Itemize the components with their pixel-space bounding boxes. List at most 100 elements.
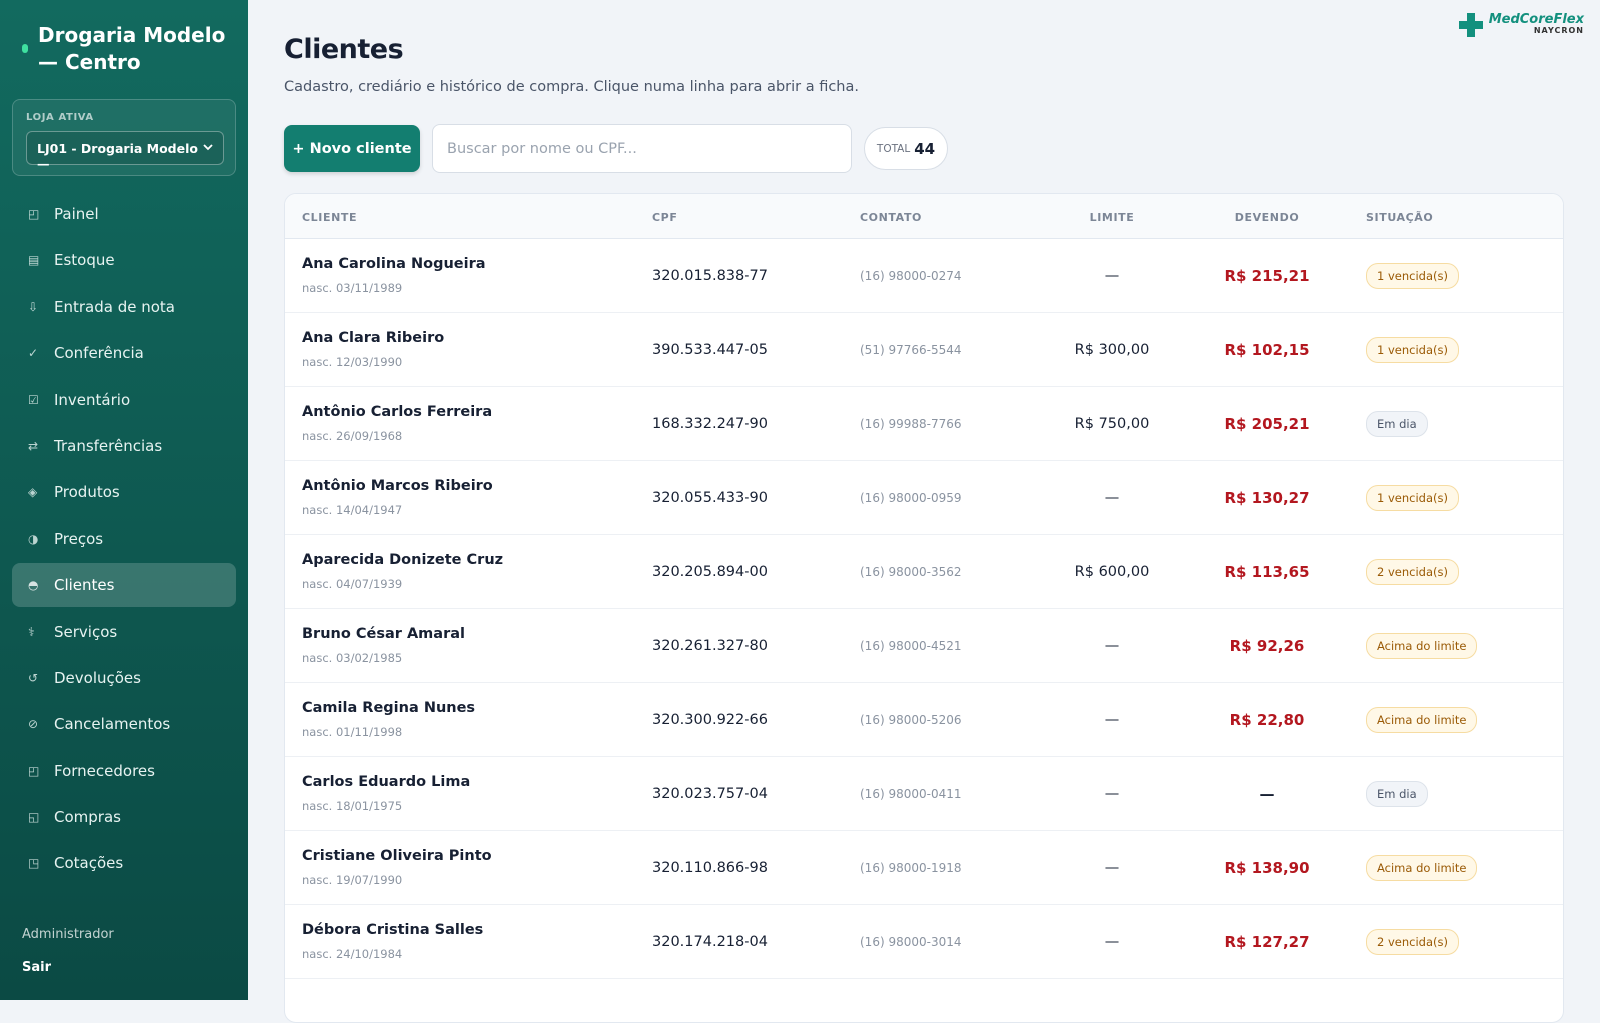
client-name: Aparecida Donizete Cruz: [302, 552, 504, 568]
cpf: 168.332.247-90: [652, 416, 768, 432]
column-header: SITUAÇÃO: [1366, 211, 1434, 224]
client-name: Antônio Marcos Ribeiro: [302, 478, 493, 494]
owed: R$ 102,15: [1224, 341, 1310, 359]
table-row[interactable]: Ana Carolina Nogueira nasc. 03/11/1989 320…: [285, 239, 1563, 313]
status-badge: Em dia: [1366, 411, 1428, 437]
nav-icon: ⇩: [28, 299, 39, 314]
contact: (16) 98000-0411: [860, 787, 962, 801]
logo-name: MedCoreFlex: [1488, 11, 1584, 27]
client-name: Antônio Carlos Ferreira: [302, 404, 493, 420]
owed: R$ 92,26: [1229, 637, 1305, 655]
birth-date: nasc. 01/11/1998: [302, 725, 403, 739]
logout[interactable]: Sair: [22, 960, 52, 975]
nav-item[interactable]: ✓ Conferência: [12, 331, 236, 375]
cpf: 320.110.866-98: [652, 860, 768, 876]
status-badge: 2 vencida(s): [1366, 929, 1459, 955]
table-row[interactable]: Débora Cristina Salles nasc. 24/10/1984 32…: [285, 905, 1563, 979]
page-title: Clientes: [284, 34, 404, 65]
cpf: 320.261.327-80: [652, 638, 768, 654]
limit: R$ 600,00: [1074, 564, 1150, 580]
client-name: Débora Cristina Salles: [302, 922, 484, 938]
nav-label: Cotações: [54, 854, 124, 873]
total-label: TOTAL: [876, 142, 911, 155]
nav-icon: ✓: [28, 346, 39, 361]
nav-icon: ◰: [28, 207, 40, 221]
nav-label: Serviços: [54, 622, 118, 641]
table-row[interactable]: Bruno César Amaral nasc. 03/02/1985 320.26…: [285, 609, 1563, 683]
nav-label: Transferências: [54, 436, 163, 455]
table-header: CLIENTE CPF CONTATO LIMITE DEVENDO SITUAÇÃO: [285, 194, 1563, 239]
nav-label: Conferência: [54, 344, 144, 363]
client-name: Camila Regina Nunes: [302, 700, 476, 716]
nav-item[interactable]: ◓ Clientes: [12, 563, 236, 608]
nav-item[interactable]: ◈ Produtos: [12, 470, 236, 514]
nav-label: Compras: [54, 808, 121, 827]
nav-icon: ⇄: [28, 438, 39, 453]
nav-icon: ☑: [28, 392, 39, 407]
limit: R$ 300,00: [1074, 342, 1150, 358]
cpf: 320.300.922-66: [652, 712, 768, 728]
status-badge: Acima do limite: [1366, 707, 1478, 733]
limit: —: [1104, 786, 1120, 802]
nav-label: Cancelamentos: [54, 715, 171, 734]
total-value: 44: [914, 139, 936, 158]
owed: R$ 215,21: [1224, 267, 1310, 285]
contact: (16) 98000-5206: [860, 713, 962, 727]
birth-date: nasc. 04/07/1939: [302, 577, 403, 591]
status-badge: Acima do limite: [1366, 633, 1478, 659]
nav-icon: ⚕: [28, 624, 35, 639]
limit: —: [1104, 860, 1120, 876]
nav-icon: ◱: [28, 810, 40, 825]
table-row[interactable]: Camila Regina Nunes nasc. 01/11/1998 320.3…: [285, 683, 1563, 757]
birth-date: nasc. 12/03/1990: [302, 355, 403, 369]
contact: (16) 98000-4521: [860, 639, 962, 653]
store-value: LJ01 - Drogaria Modelo —: [37, 141, 198, 171]
nav-icon: ⊘: [28, 717, 39, 732]
nav-item[interactable]: ☑ Inventário: [12, 378, 236, 422]
column-header: DEVENDO: [1234, 211, 1300, 224]
table-row[interactable]: Cristiane Oliveira Pinto nasc. 19/07/1990…: [285, 831, 1563, 905]
client-name: Ana Clara Ribeiro: [302, 330, 445, 346]
total-badge: TOTAL 44: [864, 127, 948, 170]
main: MedCoreFlex NAYCRON Clientes Cadastro, cr…: [248, 0, 1600, 1023]
cpf: 390.533.447-05: [652, 342, 768, 358]
table-row[interactable]: Ana Clara Ribeiro nasc. 12/03/1990 390.533…: [285, 313, 1563, 387]
table-row[interactable]: Antônio Carlos Ferreira nasc. 26/09/1968 1…: [285, 387, 1563, 461]
contact: (51) 97766-5544: [860, 343, 962, 357]
cpf: 320.023.757-04: [652, 786, 768, 802]
owed: R$ 205,21: [1224, 415, 1310, 433]
store-select[interactable]: LJ01 - Drogaria Modelo —: [26, 131, 224, 171]
nav-item[interactable]: ▤ Estoque: [12, 238, 236, 282]
status-dot: [22, 44, 28, 53]
owed: R$ 138,90: [1224, 859, 1310, 877]
table-row[interactable]: Antônio Marcos Ribeiro nasc. 14/04/1947 32…: [285, 461, 1563, 535]
status-badge: 2 vencida(s): [1366, 559, 1459, 585]
search-input[interactable]: [432, 124, 852, 173]
birth-date: nasc. 03/02/1985: [302, 651, 403, 665]
nav-item[interactable]: ◱ Compras: [12, 795, 236, 839]
contact: (16) 98000-3014: [860, 935, 962, 949]
table-row[interactable]: Carlos Eduardo Lima nasc. 18/01/1975 320.0…: [285, 757, 1563, 831]
nav-item[interactable]: ↺ Devoluções: [12, 656, 236, 700]
nav-item[interactable]: ⚕ Serviços: [12, 610, 236, 654]
nav-icon: ↺: [28, 670, 39, 685]
nav-item[interactable]: ◳ Cotações: [12, 841, 236, 885]
cpf: 320.015.838-77: [652, 268, 768, 284]
nav-label: Inventário: [54, 390, 131, 409]
nav-label: Devoluções: [54, 668, 141, 687]
nav-item[interactable]: ⇄ Transferências: [12, 424, 236, 468]
nav-item[interactable]: ◑ Preços: [12, 517, 236, 561]
logo-icon: [1458, 13, 1483, 37]
birth-date: nasc. 14/04/1947: [302, 503, 403, 517]
status-badge: 1 vencida(s): [1366, 263, 1459, 289]
table-row[interactable]: Aparecida Donizete Cruz nasc. 04/07/1939 3…: [285, 535, 1563, 609]
nav-item[interactable]: ⊘ Cancelamentos: [12, 702, 236, 746]
nav-item[interactable]: ◰ Fornecedores: [12, 749, 236, 793]
column-header: CPF: [652, 211, 678, 224]
new-client-button[interactable]: + Novo cliente: [284, 125, 420, 172]
nav-item[interactable]: ⇩ Entrada de nota: [12, 285, 236, 329]
nav-label: Produtos: [54, 483, 120, 502]
limit: —: [1104, 638, 1120, 654]
birth-date: nasc. 18/01/1975: [302, 799, 403, 813]
nav-item[interactable]: ◰ Painel: [12, 192, 236, 236]
